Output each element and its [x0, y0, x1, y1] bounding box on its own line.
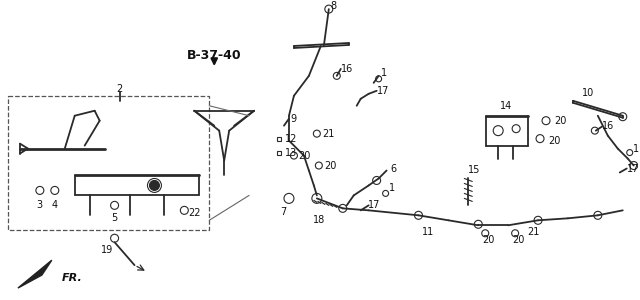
- Text: 1: 1: [632, 144, 639, 154]
- Bar: [277, 136, 281, 141]
- Text: 20: 20: [512, 235, 524, 245]
- Text: FR.: FR.: [62, 273, 83, 283]
- Text: 17: 17: [627, 164, 639, 173]
- Text: 21: 21: [323, 129, 335, 139]
- Text: 14: 14: [500, 101, 512, 111]
- Text: 20: 20: [324, 160, 337, 170]
- Text: 4: 4: [52, 200, 58, 210]
- Text: 19: 19: [100, 245, 113, 255]
- Text: 12: 12: [285, 134, 297, 144]
- Text: 16: 16: [602, 121, 614, 131]
- Polygon shape: [18, 260, 52, 288]
- Text: 8: 8: [331, 1, 337, 11]
- Text: 13: 13: [285, 148, 297, 158]
- Text: 16: 16: [340, 64, 353, 74]
- Text: 5: 5: [111, 213, 118, 223]
- Text: 20: 20: [482, 235, 495, 245]
- Text: B-37-40: B-37-40: [187, 50, 241, 62]
- Bar: [277, 151, 281, 154]
- Text: 11: 11: [422, 227, 435, 237]
- Text: 20: 20: [299, 151, 311, 160]
- Text: 20: 20: [548, 136, 560, 146]
- Text: 21: 21: [527, 227, 540, 237]
- Text: 7: 7: [280, 207, 286, 217]
- Text: 15: 15: [468, 166, 481, 176]
- Text: 9: 9: [291, 114, 297, 124]
- Text: 17: 17: [378, 86, 390, 96]
- Text: 18: 18: [313, 215, 325, 225]
- Text: 10: 10: [582, 88, 594, 98]
- Text: 22: 22: [188, 208, 200, 218]
- Text: 17: 17: [367, 200, 380, 210]
- Text: 6: 6: [390, 164, 397, 173]
- Text: 20: 20: [554, 116, 566, 126]
- Text: 2: 2: [116, 84, 123, 94]
- Circle shape: [150, 181, 159, 190]
- Text: 3: 3: [36, 200, 43, 210]
- Text: 1: 1: [388, 183, 395, 194]
- Text: 1: 1: [381, 68, 387, 78]
